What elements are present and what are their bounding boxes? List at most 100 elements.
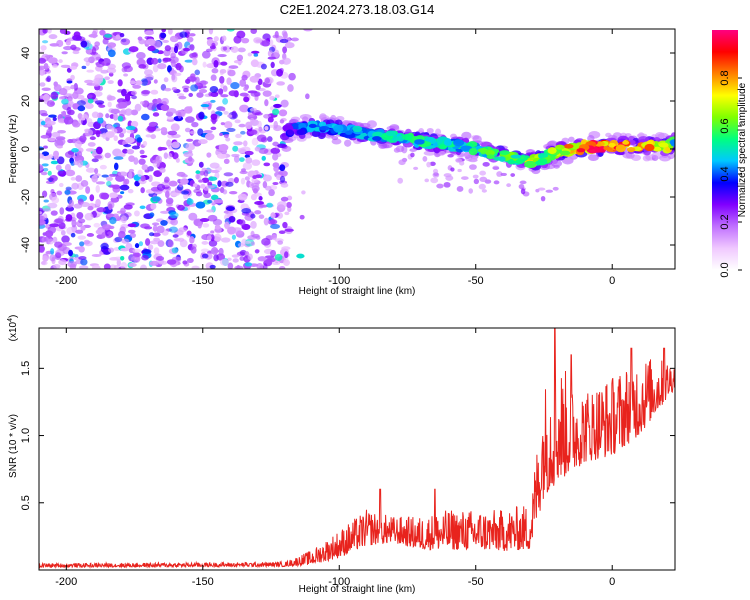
noise-blob [189,130,196,135]
noise-blob [220,122,226,126]
noise-blob [125,125,136,131]
noise-blob [85,186,91,194]
noise-blob [205,185,215,189]
ridge-tail-blob [450,167,455,172]
ridge-tail-blob [393,147,401,153]
noise-blob [241,208,252,214]
noise-blob [226,127,236,132]
noise-blob [113,264,119,269]
noise-blob [163,152,169,159]
noise-blob [39,153,44,159]
noise-blob [188,33,196,37]
noise-blob [234,230,244,235]
noise-blob [167,152,173,160]
noise-blob [101,232,106,239]
noise-blob [273,103,282,108]
ridge-blob [498,156,506,162]
noise-blob [195,170,201,174]
noise-blob [87,94,93,99]
noise-blob [279,266,286,269]
snr-y-tick-label: 1.0 [20,428,32,443]
ridge-blob [615,144,626,153]
noise-blob [60,64,71,68]
spectrogram-y-tick-label: -20 [20,189,32,205]
noise-blob [186,36,194,43]
noise-blob [231,234,237,240]
noise-blob [169,226,178,233]
noise-blob [170,123,180,132]
noise-blob [301,190,306,195]
spectrogram-y-tick-label: 0 [20,146,32,152]
noise-blob [103,263,111,269]
noise-blob [39,82,46,87]
noise-blob [43,199,49,203]
noise-blob [112,184,121,190]
noise-blob [106,213,115,218]
snr-multiplier-label: (x104) [7,315,19,342]
noise-blob [117,79,123,87]
noise-blob [272,141,279,147]
noise-blob [199,217,210,223]
ridge-blob [538,153,549,158]
ridge-blob [299,114,312,120]
noise-blob [233,35,242,44]
noise-blob [243,240,252,244]
ridge-blob [311,130,321,138]
noise-blob [144,169,150,173]
noise-blob [117,152,126,158]
noise-blob [107,101,112,108]
noise-blob [141,164,149,171]
noise-blob [107,42,117,48]
noise-blob [56,190,63,196]
noise-blob [227,226,237,235]
noise-blob [42,213,48,221]
noise-blob [250,241,256,246]
noise-blob [128,168,135,173]
noise-blob [130,120,139,128]
noise-blob [258,214,265,219]
noise-blob [127,223,137,228]
noise-blob [52,236,58,244]
noise-blob [141,113,150,121]
noise-blob [79,241,85,247]
noise-blob [93,173,101,177]
noise-blob [46,129,52,134]
noise-blob [281,246,291,251]
noise-blob [234,265,244,269]
noise-blob [147,45,156,52]
noise-blob [138,64,147,69]
noise-blob [222,46,228,51]
noise-blob [181,85,190,90]
noise-blob [190,84,199,92]
noise-blob [179,239,188,248]
noise-blob [41,236,49,243]
noise-blob [53,150,60,158]
noise-blob [221,35,227,42]
noise-blob [170,59,176,68]
noise-blob [47,238,54,245]
noise-blob [208,91,213,97]
noise-blob [211,68,219,74]
noise-blob [54,252,62,260]
noise-blob [72,103,80,110]
noise-blob [141,89,151,95]
noise-blob [269,95,275,101]
noise-blob [109,216,117,225]
ridge-tail-blob [500,172,507,177]
noise-blob [95,146,103,155]
noise-blob [56,145,63,149]
noise-blob [70,176,76,181]
noise-blob [274,94,280,99]
noise-blob [107,63,116,70]
ridge-tail-blob [447,154,454,158]
noise-blob [236,54,244,62]
ridge-tail-blob [429,161,436,166]
ridge-tail-blob [439,150,446,156]
noise-blob [135,80,143,86]
noise-blob [61,51,68,55]
noise-blob [264,77,270,84]
noise-blob [128,229,136,234]
ridge-tail-blob [397,177,404,184]
noise-blob [98,104,106,108]
noise-blob [210,194,219,201]
